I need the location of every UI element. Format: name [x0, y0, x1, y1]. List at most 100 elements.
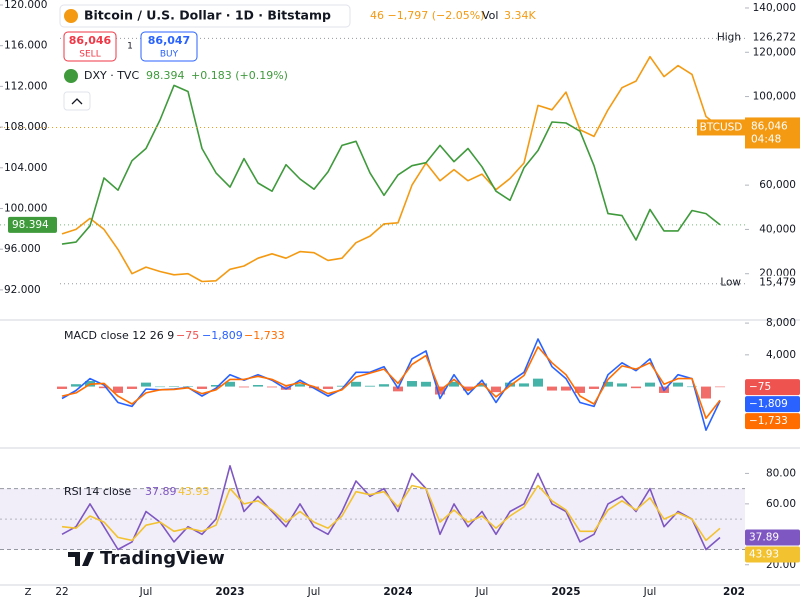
quantity: 1 [127, 42, 133, 52]
value-tag-label: 98.394 [12, 219, 49, 231]
value-tag [745, 529, 800, 546]
price-tag [745, 117, 800, 149]
change-text: 46 −1,797 (−2.05%) [370, 9, 484, 22]
rsi-ma-legend: 43.93 [178, 485, 210, 498]
dxy-icon [64, 69, 78, 83]
right-axis-bg [745, 0, 800, 600]
y2-tick-label: 104.000 [4, 162, 47, 174]
x-tick-label: Jul [643, 586, 657, 598]
histogram-bar [561, 386, 571, 391]
buy-label: BUY [160, 50, 179, 60]
collapse-icon [71, 98, 83, 105]
y-tick-label: 60.00 [766, 498, 796, 510]
value-tag [745, 413, 800, 430]
histogram-bar [631, 386, 641, 389]
value-tag [745, 396, 800, 413]
x-tick-label: 202 [723, 586, 745, 598]
x-tick-label: Jul [475, 586, 489, 598]
series-line [61, 55, 721, 283]
series-line [61, 346, 721, 420]
histogram-bar [365, 385, 375, 387]
symbol-tag-label: BTCUSD [700, 121, 743, 133]
dxy-change: +0.183 (+0.19%) [191, 69, 288, 82]
volume: 3.34K [504, 9, 536, 22]
buy-price: 86,047 [148, 34, 190, 47]
histogram-bar [127, 386, 137, 389]
sell-price: 86,046 [69, 34, 112, 47]
histogram-bar [379, 384, 389, 387]
y2-tick-label: 92.000 [4, 284, 41, 296]
x-tick-label: 2023 [215, 586, 244, 598]
low-value-bg [745, 275, 800, 292]
y-tick-label: 120,000 [753, 46, 796, 58]
value-tag [8, 216, 57, 233]
histogram-bar [71, 384, 81, 387]
histogram-bar [183, 386, 193, 387]
histogram-bar [141, 382, 151, 387]
macd-title: MACD close 12 26 9 [64, 329, 174, 342]
collapse-button[interactable] [63, 91, 91, 111]
series-line [61, 84, 721, 245]
histogram-bar [477, 383, 487, 387]
y-tick-label: 100,000 [753, 91, 796, 103]
value-tag-label: 37.89 [749, 532, 779, 544]
y-tick-label: 8,000 [766, 317, 796, 329]
btc-icon [64, 9, 78, 23]
y-tick-label: 4,000 [766, 349, 796, 361]
histogram-bar [169, 386, 179, 387]
histogram-bar [617, 383, 627, 387]
price-tag-label: 86,046 [751, 120, 788, 132]
histogram-bar [239, 386, 249, 388]
buy-button[interactable] [140, 31, 198, 62]
histogram-bar [589, 386, 599, 389]
logo-icon [68, 552, 94, 566]
sell-button[interactable] [63, 31, 117, 62]
histogram-bar [197, 386, 207, 389]
legend-box [59, 4, 351, 28]
histogram-bar [673, 382, 683, 387]
high-value: 126,272 [753, 31, 796, 43]
volume-label: Vol [482, 9, 498, 22]
macd-line-legend: −1,809 [202, 329, 243, 342]
macd-signal-legend: −1,733 [244, 329, 285, 342]
histogram-bar [505, 382, 515, 387]
y2-tick-label: 100.000 [4, 202, 47, 214]
watermark: TradingView [100, 548, 225, 569]
y-tick-label: 40,000 [759, 223, 796, 235]
histogram-bar [533, 378, 543, 387]
low-value: 15,479 [759, 277, 796, 289]
y2-tick-label: 112.000 [4, 80, 47, 92]
symbol-title[interactable]: Bitcoin / U.S. Dollar · 1D · Bitstamp [84, 8, 331, 23]
histogram-bar [603, 381, 613, 387]
y-tick-label: 60,000 [759, 179, 796, 191]
histogram-bar [491, 386, 501, 393]
value-tag [745, 379, 800, 396]
histogram-bar [575, 386, 585, 393]
y2-tick-label: 120.000 [4, 0, 47, 11]
value-tag-label: −1,733 [749, 415, 788, 427]
x-tick-label: Jul [307, 586, 321, 598]
histogram-bar [253, 384, 263, 387]
histogram-bar [323, 386, 333, 389]
y2-tick-label: 116.000 [4, 40, 47, 52]
histogram-bar [715, 386, 725, 388]
y-tick-label: 140,000 [753, 2, 796, 14]
y-tick-label: 80.00 [766, 467, 796, 479]
histogram-bar [113, 386, 123, 393]
x-tick-label: 2025 [551, 586, 580, 598]
x-tick-label: 2024 [383, 586, 412, 598]
value-tag [745, 546, 800, 563]
histogram-bar [547, 386, 557, 391]
macd-hist-legend: −75 [176, 329, 199, 342]
x-edge-label: Z [25, 587, 32, 598]
histogram-bar [701, 386, 711, 399]
dxy-name[interactable]: DXY · TVC [84, 69, 139, 82]
histogram-bar [57, 386, 67, 389]
histogram-bar [295, 384, 305, 387]
histogram-bar [421, 381, 431, 387]
histogram-bar [407, 381, 417, 387]
value-tag-label: −1,809 [749, 398, 788, 410]
